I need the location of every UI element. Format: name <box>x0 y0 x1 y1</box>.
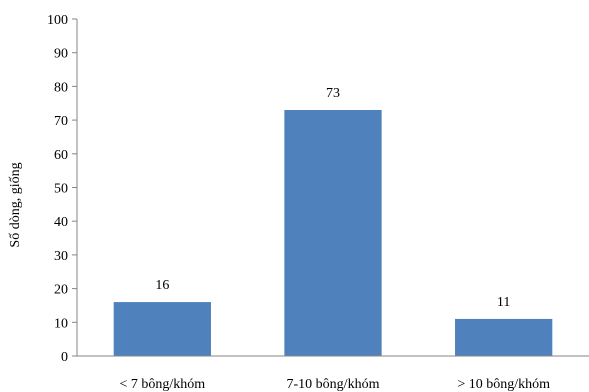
y-tick-label: 10 <box>54 316 68 331</box>
y-tick-label: 100 <box>47 13 68 28</box>
y-tick-label: 70 <box>54 114 68 129</box>
bar <box>455 318 553 356</box>
y-axis-ticks: 0 10 20 30 40 50 60 70 80 90 100 <box>47 13 77 365</box>
x-category-label: < 7 bông/khóm <box>119 377 205 392</box>
bar-value-label: 11 <box>497 295 510 310</box>
data-labels: 16 73 11 <box>155 86 510 310</box>
x-category-label: > 10 bông/khóm <box>457 377 550 392</box>
y-tick-label: 50 <box>54 182 68 197</box>
y-tick-label: 30 <box>54 249 68 264</box>
bar-value-label: 73 <box>326 86 340 101</box>
x-category-label: 7-10 bông/khóm <box>287 377 380 392</box>
category-labels: < 7 bông/khóm 7-10 bông/khóm > 10 bông/khó… <box>119 377 550 392</box>
y-tick-label: 0 <box>61 350 68 365</box>
y-tick-label: 40 <box>54 215 68 230</box>
y-tick-label: 60 <box>54 148 68 163</box>
bar <box>284 109 382 357</box>
y-tick-label: 90 <box>54 47 68 62</box>
y-tick-label: 20 <box>54 283 68 298</box>
y-tick-label: 80 <box>54 80 68 95</box>
y-axis-title: Số dòng, giống <box>8 162 23 247</box>
bars <box>113 109 553 357</box>
bar-value-label: 16 <box>155 278 169 293</box>
bar <box>113 302 211 356</box>
